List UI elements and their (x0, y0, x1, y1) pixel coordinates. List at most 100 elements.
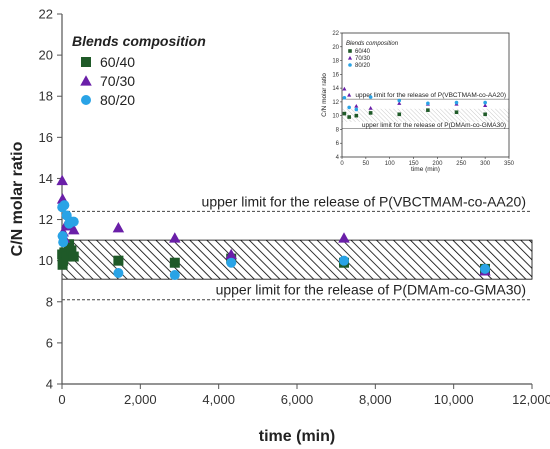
inset-data-point-60-40 (342, 111, 347, 116)
inset-y-tick-label: 4 (336, 155, 340, 161)
data-point-70-30 (112, 222, 125, 233)
legend-marker-60-40 (81, 57, 91, 67)
inset-y-tick-label: 6 (336, 141, 340, 147)
data-point-80-20 (226, 257, 237, 268)
inset-legend-marker-60-40 (348, 49, 352, 53)
inset-hatched-band (342, 108, 509, 122)
legend-title: Blends composition (72, 33, 206, 49)
inset-legend-label: 60/40 (355, 49, 371, 55)
inset-data-point-60-40 (426, 108, 430, 112)
x-axis-title: time (min) (259, 428, 335, 445)
inset-data-point-60-40 (483, 112, 487, 117)
x-tick-label: 0 (58, 392, 65, 407)
inset-data-point-80-20 (454, 100, 459, 105)
inset-y-tick-label: 20 (332, 45, 339, 51)
y-axis-title: C/N molar ratio (9, 141, 26, 256)
inset-legend-label: 80/20 (355, 63, 371, 69)
data-point-70-30 (169, 232, 181, 243)
x-tick-label: 4,000 (202, 392, 235, 407)
y-tick-label: 18 (39, 89, 53, 104)
inset-y-tick-label: 18 (332, 59, 339, 65)
y-tick-label: 12 (39, 212, 53, 227)
inset-data-point-80-20 (397, 98, 402, 103)
data-point-80-20 (339, 255, 349, 266)
data-point-80-20 (59, 200, 70, 211)
x-tick-label: 10,000 (434, 392, 474, 407)
data-point-80-20 (113, 268, 124, 278)
inset-y-tick-label: 22 (332, 31, 339, 37)
inset-x-tick-label: 250 (456, 161, 467, 167)
y-tick-label: 14 (39, 171, 53, 186)
inset-legend-marker-80-20 (348, 63, 352, 67)
inset-data-point-60-40 (354, 113, 359, 118)
inset-y-tick-label: 14 (332, 86, 339, 92)
inset-y-tick-label: 12 (332, 100, 339, 106)
inset-frame (341, 32, 510, 158)
inset-x-tick-label: 200 (432, 161, 443, 167)
data-point-80-20 (169, 270, 180, 281)
inset-y-tick-label: 8 (336, 127, 340, 133)
inset-x-tick-label: 100 (385, 161, 396, 167)
inset-y-tick-label: 16 (332, 72, 339, 78)
x-tick-label: 6,000 (281, 392, 314, 407)
hatched-band (61, 239, 533, 280)
y-tick-label: 6 (46, 335, 53, 350)
data-point-80-20 (68, 216, 79, 227)
data-point-80-20 (480, 263, 490, 274)
inset-data-point-70-30 (354, 103, 359, 108)
inset-y-tick-label: 10 (332, 114, 339, 120)
inset-data-point-80-20 (368, 95, 373, 99)
legend-label: 80/20 (100, 92, 135, 108)
data-point-70-30 (225, 248, 237, 260)
legend-label: 70/30 (100, 73, 135, 89)
legend-marker-70-30 (80, 75, 92, 86)
inset-legend-marker-70-30 (347, 55, 353, 60)
y-tick-label: 4 (46, 377, 53, 392)
inset-reference-line-label: upper limit for the release of P(DMAm-co… (362, 122, 506, 129)
data-point-60-40 (61, 251, 72, 262)
inset-x-axis-title: time (min) (411, 166, 440, 173)
inset-data-point-80-20 (354, 107, 359, 112)
data-point-60-40 (169, 257, 180, 268)
inset-reference-line-label: upper limit for the release of P(VBCTMAM… (355, 92, 506, 99)
data-point-60-40 (68, 251, 79, 262)
inset-data-point-70-30 (397, 101, 402, 105)
reference-line-label: upper limit for the release of P(VBCTMAM… (202, 193, 526, 209)
inset-chart: upper limit for the release of P(VBCTMAM… (313, 24, 519, 174)
y-tick-label: 22 (39, 7, 53, 22)
inset-data-point-80-20 (483, 100, 487, 105)
main-chart: upper limit for the release of P(VBCTMAM… (9, 7, 550, 446)
inset-data-point-70-30 (342, 86, 347, 91)
inset-x-tick-label: 350 (504, 161, 515, 167)
inset-data-point-80-20 (426, 101, 430, 106)
data-point-60-40 (66, 245, 77, 256)
inset-data-point-60-40 (347, 115, 351, 119)
data-point-70-30 (68, 224, 80, 235)
inset-x-tick-label: 300 (480, 161, 491, 167)
y-tick-label: 10 (39, 253, 53, 268)
inset-legend-label: 70/30 (355, 56, 371, 62)
inset-data-point-60-40 (368, 111, 373, 115)
inset-x-tick-label: 150 (409, 161, 420, 167)
data-point-80-20 (58, 237, 69, 248)
inset-data-point-80-20 (347, 105, 351, 110)
data-point-60-40 (64, 239, 75, 250)
inset-y-axis-title: C/N molar ratio (321, 73, 328, 117)
y-tick-label: 8 (46, 294, 53, 309)
inset-legend-title: Blends composition (346, 41, 399, 47)
inset-data-point-70-30 (483, 103, 488, 107)
reference-line-label: upper limit for the release of P(DMAm-co… (216, 282, 526, 298)
x-tick-label: 12,000 (512, 392, 550, 407)
data-point-70-30 (338, 232, 350, 243)
data-point-70-30 (56, 174, 68, 186)
y-tick-label: 16 (39, 130, 53, 145)
inset-data-point-70-30 (368, 106, 373, 110)
legend-marker-80-20 (81, 95, 91, 105)
inset-x-tick-label: 50 (363, 161, 370, 167)
inset-data-point-70-30 (347, 92, 352, 97)
inset-data-point-60-40 (454, 110, 459, 115)
inset-data-point-80-20 (342, 95, 347, 100)
x-tick-label: 2,000 (124, 392, 157, 407)
inset-x-tick-label: 0 (340, 161, 344, 167)
